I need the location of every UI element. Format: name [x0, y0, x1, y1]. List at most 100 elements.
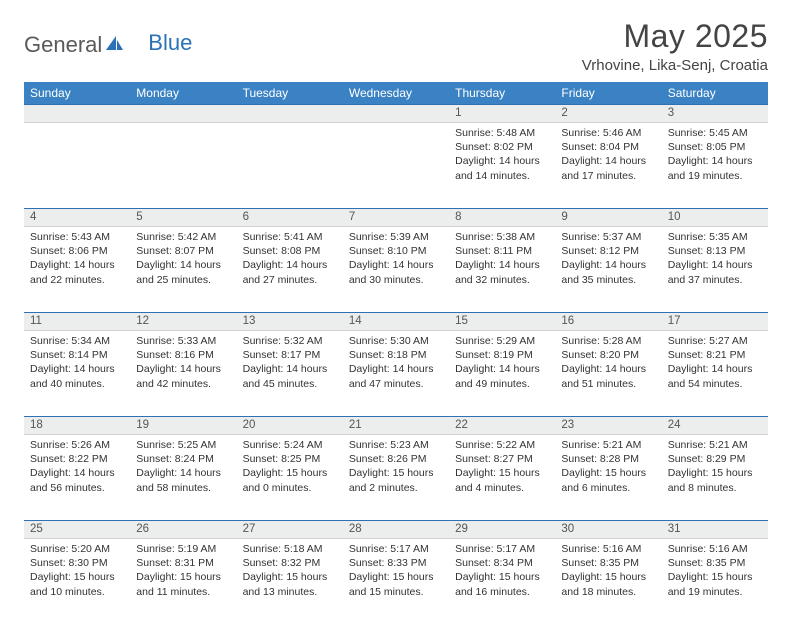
- day-number: 10: [662, 209, 768, 225]
- day-number-cell: 10: [662, 209, 768, 227]
- day-cell: [24, 123, 130, 209]
- day-number: 2: [555, 105, 661, 121]
- day-number: 21: [343, 417, 449, 433]
- day-number: 24: [662, 417, 768, 433]
- day-number-cell: [24, 105, 130, 123]
- day-content-row: Sunrise: 5:34 AMSunset: 8:14 PMDaylight:…: [24, 331, 768, 417]
- day-number-cell: 4: [24, 209, 130, 227]
- day-number-cell: 7: [343, 209, 449, 227]
- day-number: 9: [555, 209, 661, 225]
- day-number: 29: [449, 521, 555, 537]
- day-cell: Sunrise: 5:39 AMSunset: 8:10 PMDaylight:…: [343, 227, 449, 313]
- day-cell: Sunrise: 5:42 AMSunset: 8:07 PMDaylight:…: [130, 227, 236, 313]
- day-number-cell: 29: [449, 521, 555, 539]
- day-cell: Sunrise: 5:27 AMSunset: 8:21 PMDaylight:…: [662, 331, 768, 417]
- day-details: Sunrise: 5:20 AMSunset: 8:30 PMDaylight:…: [24, 539, 130, 603]
- day-details: Sunrise: 5:25 AMSunset: 8:24 PMDaylight:…: [130, 435, 236, 499]
- day-number: [130, 105, 236, 109]
- day-number-cell: 12: [130, 313, 236, 331]
- day-header-row: Sunday Monday Tuesday Wednesday Thursday…: [24, 82, 768, 105]
- day-number-cell: 31: [662, 521, 768, 539]
- day-details: Sunrise: 5:30 AMSunset: 8:18 PMDaylight:…: [343, 331, 449, 395]
- day-number-cell: 26: [130, 521, 236, 539]
- day-details: Sunrise: 5:39 AMSunset: 8:10 PMDaylight:…: [343, 227, 449, 291]
- day-details: Sunrise: 5:21 AMSunset: 8:29 PMDaylight:…: [662, 435, 768, 499]
- day-details: Sunrise: 5:22 AMSunset: 8:27 PMDaylight:…: [449, 435, 555, 499]
- day-number: 18: [24, 417, 130, 433]
- day-number-cell: 18: [24, 417, 130, 435]
- day-number-row: 18192021222324: [24, 417, 768, 435]
- day-cell: Sunrise: 5:35 AMSunset: 8:13 PMDaylight:…: [662, 227, 768, 313]
- day-content-row: Sunrise: 5:26 AMSunset: 8:22 PMDaylight:…: [24, 435, 768, 521]
- day-number-cell: [237, 105, 343, 123]
- day-number-cell: 28: [343, 521, 449, 539]
- day-cell: Sunrise: 5:28 AMSunset: 8:20 PMDaylight:…: [555, 331, 661, 417]
- day-header: Wednesday: [343, 82, 449, 105]
- day-details: Sunrise: 5:23 AMSunset: 8:26 PMDaylight:…: [343, 435, 449, 499]
- day-details: Sunrise: 5:46 AMSunset: 8:04 PMDaylight:…: [555, 123, 661, 187]
- day-number: 5: [130, 209, 236, 225]
- day-number-row: 25262728293031: [24, 521, 768, 539]
- day-cell: Sunrise: 5:29 AMSunset: 8:19 PMDaylight:…: [449, 331, 555, 417]
- day-details: Sunrise: 5:48 AMSunset: 8:02 PMDaylight:…: [449, 123, 555, 187]
- day-details: Sunrise: 5:16 AMSunset: 8:35 PMDaylight:…: [662, 539, 768, 603]
- day-content-row: Sunrise: 5:43 AMSunset: 8:06 PMDaylight:…: [24, 227, 768, 313]
- day-number-cell: 24: [662, 417, 768, 435]
- day-number: 4: [24, 209, 130, 225]
- day-number-cell: 5: [130, 209, 236, 227]
- day-cell: Sunrise: 5:22 AMSunset: 8:27 PMDaylight:…: [449, 435, 555, 521]
- day-number-cell: 19: [130, 417, 236, 435]
- day-number-cell: 2: [555, 105, 661, 123]
- day-number-cell: 13: [237, 313, 343, 331]
- header: General Blue May 2025 Vrhovine, Lika-Sen…: [24, 18, 768, 74]
- day-details: Sunrise: 5:28 AMSunset: 8:20 PMDaylight:…: [555, 331, 661, 395]
- day-cell: Sunrise: 5:26 AMSunset: 8:22 PMDaylight:…: [24, 435, 130, 521]
- day-number-row: 123: [24, 105, 768, 123]
- day-number: 19: [130, 417, 236, 433]
- day-details: Sunrise: 5:35 AMSunset: 8:13 PMDaylight:…: [662, 227, 768, 291]
- day-number: 3: [662, 105, 768, 121]
- location: Vrhovine, Lika-Senj, Croatia: [582, 57, 768, 74]
- day-cell: Sunrise: 5:21 AMSunset: 8:28 PMDaylight:…: [555, 435, 661, 521]
- day-number: 16: [555, 313, 661, 329]
- day-cell: [130, 123, 236, 209]
- day-number: 31: [662, 521, 768, 537]
- day-number: 30: [555, 521, 661, 537]
- day-number: 1: [449, 105, 555, 121]
- day-number-cell: 30: [555, 521, 661, 539]
- month-title: May 2025: [582, 18, 768, 55]
- day-number-cell: 16: [555, 313, 661, 331]
- day-number: 12: [130, 313, 236, 329]
- day-number: 23: [555, 417, 661, 433]
- day-cell: Sunrise: 5:43 AMSunset: 8:06 PMDaylight:…: [24, 227, 130, 313]
- day-number: 15: [449, 313, 555, 329]
- day-number: [237, 105, 343, 109]
- day-details: Sunrise: 5:45 AMSunset: 8:05 PMDaylight:…: [662, 123, 768, 187]
- day-content-row: Sunrise: 5:48 AMSunset: 8:02 PMDaylight:…: [24, 123, 768, 209]
- day-header: Sunday: [24, 82, 130, 105]
- day-details: Sunrise: 5:26 AMSunset: 8:22 PMDaylight:…: [24, 435, 130, 499]
- day-details: [24, 123, 130, 130]
- day-cell: Sunrise: 5:38 AMSunset: 8:11 PMDaylight:…: [449, 227, 555, 313]
- day-number-cell: 22: [449, 417, 555, 435]
- day-cell: Sunrise: 5:37 AMSunset: 8:12 PMDaylight:…: [555, 227, 661, 313]
- day-number: 6: [237, 209, 343, 225]
- day-details: Sunrise: 5:33 AMSunset: 8:16 PMDaylight:…: [130, 331, 236, 395]
- day-number-cell: 27: [237, 521, 343, 539]
- day-cell: Sunrise: 5:45 AMSunset: 8:05 PMDaylight:…: [662, 123, 768, 209]
- day-cell: Sunrise: 5:48 AMSunset: 8:02 PMDaylight:…: [449, 123, 555, 209]
- day-details: Sunrise: 5:19 AMSunset: 8:31 PMDaylight:…: [130, 539, 236, 603]
- day-number: 7: [343, 209, 449, 225]
- day-header: Saturday: [662, 82, 768, 105]
- day-number-cell: 17: [662, 313, 768, 331]
- day-header: Tuesday: [237, 82, 343, 105]
- day-details: Sunrise: 5:43 AMSunset: 8:06 PMDaylight:…: [24, 227, 130, 291]
- day-number: [343, 105, 449, 109]
- calendar-table: Sunday Monday Tuesday Wednesday Thursday…: [24, 82, 768, 625]
- day-number: 20: [237, 417, 343, 433]
- day-cell: Sunrise: 5:30 AMSunset: 8:18 PMDaylight:…: [343, 331, 449, 417]
- day-details: Sunrise: 5:17 AMSunset: 8:33 PMDaylight:…: [343, 539, 449, 603]
- day-cell: [237, 123, 343, 209]
- day-details: Sunrise: 5:17 AMSunset: 8:34 PMDaylight:…: [449, 539, 555, 603]
- day-number: 14: [343, 313, 449, 329]
